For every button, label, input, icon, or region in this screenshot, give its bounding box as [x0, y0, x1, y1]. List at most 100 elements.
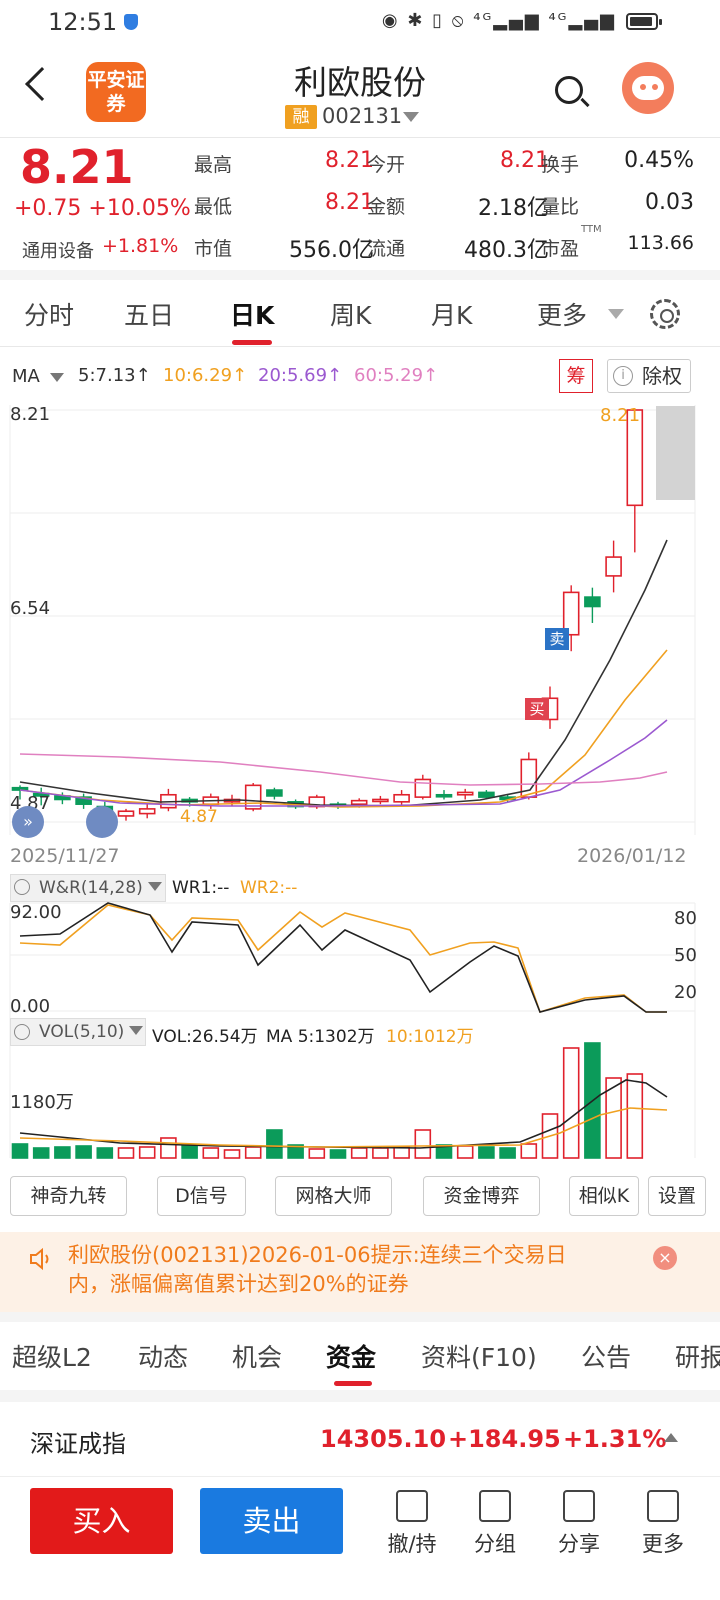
indicator-tool-button[interactable]: 资金博弈 [423, 1176, 540, 1216]
index-change: +184.95 [448, 1425, 561, 1453]
divider [0, 346, 720, 347]
section-gap [0, 270, 720, 280]
indicator-tool-button[interactable]: D信号 [157, 1176, 246, 1216]
fullscreen-icon[interactable] [86, 806, 118, 838]
chevron-down-icon[interactable] [50, 373, 64, 382]
chip-distribution-button[interactable]: 筹 [559, 359, 593, 393]
quote-label: 最低 [194, 196, 233, 218]
assistant-avatar-icon[interactable] [622, 62, 674, 114]
wr2-value: WR2:-- [240, 878, 298, 898]
risk-notice[interactable] [0, 1232, 720, 1312]
current-price: 8.21 [20, 140, 134, 194]
content-tab[interactable]: 资金 [326, 1343, 377, 1372]
notice-text[interactable]: 利欧股份(002131)2026-01-06提示:连续三个交易日内，涨幅偏离值累… [68, 1243, 567, 1296]
tab-period[interactable]: 日K [230, 301, 275, 330]
indicator-tool-button[interactable]: 神奇九转 [10, 1176, 127, 1216]
search-icon[interactable] [555, 76, 583, 104]
chevron-down-icon[interactable] [148, 882, 162, 891]
content-tab-underline [334, 1381, 372, 1386]
indicator-tool-button[interactable]: 网格大师 [275, 1176, 392, 1216]
section-gap [0, 1312, 720, 1322]
nav-label: 更多 [642, 1532, 684, 1556]
high-price-marker: 8.21 [600, 405, 641, 426]
battery-icon [626, 13, 662, 30]
quote-label: 换手 [541, 154, 580, 176]
close-icon[interactable]: × [653, 1246, 677, 1270]
quote-label: 今开 [367, 154, 406, 176]
chevron-up-icon[interactable] [664, 1433, 678, 1442]
tab-period[interactable]: 更多 [537, 301, 588, 330]
quote-label: 最高 [194, 154, 233, 176]
index-value: 14305.10 [320, 1425, 447, 1453]
sector-change[interactable]: +1.81% [102, 235, 179, 257]
quote-value: 556.0亿 [289, 238, 374, 263]
content-tab[interactable]: 动态 [138, 1343, 189, 1372]
sector-label[interactable]: 通用设备 [22, 241, 94, 262]
content-tab[interactable]: 超级L2 [12, 1343, 92, 1372]
wr1-value: WR1:-- [172, 878, 230, 898]
nav-label: 撤/持 [387, 1532, 437, 1556]
quote-value: 0.03 [645, 190, 694, 215]
indicator-tool-button[interactable]: 相似K [569, 1176, 639, 1216]
stock-name: 利欧股份 [294, 63, 426, 102]
quote-label: 量比 [541, 196, 580, 218]
ttm-superscript: TTM [581, 224, 602, 235]
expand-left-icon[interactable]: » [12, 806, 44, 838]
withdraw-icon [396, 1490, 428, 1522]
ex-rights-button[interactable]: 除权 [607, 359, 691, 393]
vol-indicator-selector[interactable]: VOL(5,10) [10, 1018, 146, 1046]
status-time: 12:51 [48, 8, 118, 36]
stock-code[interactable]: 002131 [322, 104, 403, 128]
nav-label: 分享 [558, 1532, 600, 1556]
group-icon [479, 1490, 511, 1522]
y-axis-top-label: 8.21 [10, 404, 51, 425]
shield-icon [124, 14, 138, 30]
quote-value: 480.3亿 [464, 238, 549, 263]
broker-logo[interactable]: 平安证券 [86, 62, 146, 122]
chart-scroll-handle[interactable] [656, 406, 695, 500]
kline-chart[interactable] [0, 395, 720, 1170]
tab-period[interactable]: 月K [431, 301, 473, 330]
content-tab[interactable]: 研报 [675, 1343, 720, 1372]
wr-indicator-selector[interactable]: W&R(14,28) [10, 874, 166, 902]
tab-period[interactable]: 周K [330, 301, 372, 330]
nav-label: 分组 [474, 1532, 516, 1556]
chevron-down-icon[interactable] [129, 1026, 143, 1035]
buy-signal-tag[interactable]: 买 [525, 698, 549, 720]
status-bar: 12:51 ◉ ✱ ▯ ⦸ ⁴ᴳ▂▄▆ ⁴ᴳ▂▄▆ [0, 0, 720, 44]
vol-ma10: 10:1012万 [386, 1027, 474, 1047]
quote-value: 113.66 [627, 232, 694, 254]
chevron-down-icon[interactable] [403, 112, 419, 122]
nav-item[interactable]: 撤/持 [379, 1490, 445, 1558]
sell-button[interactable]: 卖出 [200, 1488, 343, 1554]
content-tab[interactable]: 公告 [581, 1343, 632, 1372]
vol-value: VOL:26.54万 [152, 1027, 258, 1047]
back-icon[interactable] [25, 67, 59, 101]
index-percent: +1.31% [563, 1425, 667, 1453]
close-icon[interactable] [14, 879, 30, 895]
gear-icon[interactable] [650, 299, 680, 329]
section-gap [0, 1390, 720, 1402]
nav-item[interactable]: 更多 [630, 1490, 696, 1558]
ma-selector[interactable]: MA [12, 366, 40, 387]
quote-value: 8.21 [325, 190, 374, 215]
tab-period[interactable]: 分时 [24, 301, 75, 330]
nav-item[interactable]: 分享 [546, 1490, 612, 1558]
info-icon: i [613, 366, 633, 386]
wr-tick: 80 [674, 908, 697, 929]
chevron-down-icon[interactable] [608, 309, 624, 319]
quote-value: 0.45% [624, 148, 694, 173]
index-name[interactable]: 深证成指 [30, 1430, 126, 1458]
sell-signal-tag[interactable]: 卖 [545, 628, 569, 650]
margin-badge: 融 [285, 105, 317, 129]
indicator-tool-button[interactable]: 设置 [648, 1176, 706, 1216]
buy-button[interactable]: 买入 [30, 1488, 173, 1554]
low-price-marker: 4.87 [180, 807, 218, 827]
price-change: +0.75 +10.05% [14, 196, 191, 221]
tab-period[interactable]: 五日 [124, 301, 175, 330]
nav-item[interactable]: 分组 [462, 1490, 528, 1558]
ma-value: 60:5.29↑ [354, 365, 439, 386]
close-icon[interactable] [14, 1024, 30, 1040]
content-tab[interactable]: 机会 [232, 1343, 283, 1372]
content-tab[interactable]: 资料(F10) [421, 1343, 537, 1372]
